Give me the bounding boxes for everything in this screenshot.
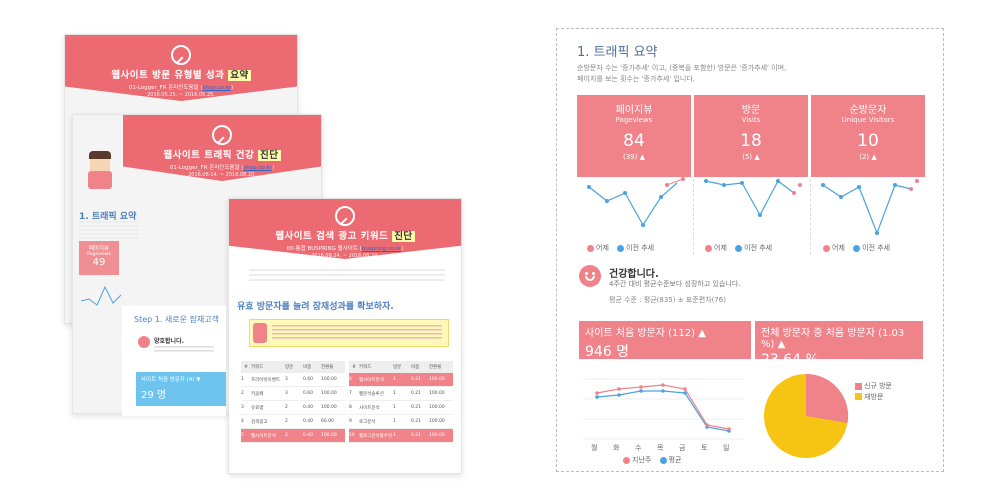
card-dates: 2016.05.25. ~ 2016.05.25.	[147, 92, 215, 98]
smile-icon	[138, 336, 150, 348]
mascot-icon	[253, 323, 267, 343]
card-title: 웹사이트 검색 광고 키워드 진단	[275, 231, 415, 242]
table-row: 3 유료앱 2 0.40 100.00	[241, 401, 345, 415]
table-row: 10 웹로그분석툴추천 1 0.21 100.00	[349, 429, 453, 443]
trend-chart-visits	[704, 179, 802, 217]
intro-text	[249, 269, 445, 283]
column-divider	[693, 179, 694, 255]
table-row: 7 웹분석솔루션 1 0.21 100.00	[349, 387, 453, 401]
table-row: 4 검색광고 2 0.40 66.00	[241, 415, 345, 429]
card-title: 웹사이트 트래픽 건강 진단	[163, 150, 281, 161]
card-subtitle: 01-Logger_FR 온라인도움말 (shop.co.kr)	[169, 165, 275, 171]
card-title: 웹사이트 방문 유형별 성과 요약	[111, 70, 251, 81]
table-row: 2 키움페 3 0.60 100.00	[241, 387, 345, 401]
new-vs-returning-pie	[764, 373, 849, 458]
status-ok: 양호합니다.	[154, 338, 184, 345]
panel-title: 1. 트래픽 요약	[577, 45, 658, 60]
logo-icon	[335, 206, 355, 226]
pie-legend: 신규 방문 재방문	[855, 381, 892, 402]
table-row: 1 프라이빗이벤트 3 0.60 100.00	[241, 373, 345, 387]
keyword-table-left: # 키워드 방문 비중 전환율 1 프라이빗이벤트 3 0.60 100.00 2 키움페 3…	[241, 361, 345, 443]
mini-line-chart	[80, 285, 122, 306]
column-divider	[810, 179, 811, 255]
table-row: 6 웹사이트분석 1 0.21 100.00	[349, 373, 453, 387]
logo-icon	[212, 125, 232, 145]
trend-chart-pageviews	[587, 177, 685, 227]
health-range: 평균 수준 : 평균(835) ± 표준편차(76)	[609, 296, 726, 304]
keyword-table-right: # 키워드 방문 비중 전환율 6 웹사이트분석 1 0.21 100.00 7 웹분석솔루…	[349, 361, 453, 443]
report-card-keywords[interactable]: 웹사이트 검색 광고 키워드 진단 00-통합 BUSPRING 웹사이트 (b…	[228, 198, 462, 474]
line-legend: 지난주 평균	[623, 455, 681, 465]
chart-legend: 어제 이전 추세	[823, 243, 890, 253]
first-visitor-box: 사이트 처음 방문자 (4) ▼ 29 명	[136, 372, 226, 406]
logo-icon	[171, 45, 191, 65]
section-title: 1. 트래픽 요약	[79, 212, 137, 222]
first-visitor-ratio-box[interactable]: 전체 방문자 중 처음 방문자 (1.03 %) ▲ 23.64 %	[755, 321, 923, 368]
card-dates: 2016.08.14. ~ 2016.08.20.	[188, 172, 256, 178]
first-visitor-box[interactable]: 사이트 처음 방문자 (112) ▲ 946 명	[579, 321, 751, 360]
metric-pageviews: 페이지뷰 Pageviews 49	[79, 241, 119, 275]
table-row: 5 웹사이트분석 2 0.40 100.00	[241, 429, 345, 443]
weekly-visitors-chart	[583, 378, 743, 440]
card-subtitle: 00-통합 BUSPRING 웹사이트 (buspring.co.kr)	[286, 246, 404, 252]
chart-legend: 어제 이전 추세	[705, 243, 772, 253]
metric-unique-visitors[interactable]: 순방문자 Unique Visitors 10 (2) ▲	[811, 95, 925, 177]
table-row: 8 사이트분석 1 0.21 100.00	[349, 401, 453, 415]
section-text	[79, 221, 139, 239]
card-subtitle: 01-Logger_FR 온라인도움말 (shop.co.kr)	[128, 85, 234, 91]
chart-legend: 어제 이전 추세	[587, 243, 654, 253]
health-subtitle: 4주간 대비 평균수준보다 성장하고 있습니다.	[609, 280, 741, 288]
card-header: 웹사이트 검색 광고 키워드 진단 00-통합 BUSPRING 웹사이트 (b…	[229, 199, 461, 259]
table-row: 9 로그분석 1 0.21 100.00	[349, 415, 453, 429]
card-dates: 2016.08.24. ~ 2016.08.24.	[311, 253, 379, 259]
section-heading: 유효 방문자를 늘려 잠재성과를 확보하자.	[237, 302, 394, 312]
panel-summary: 순방문자 수는 '증가추세' 이고, (중복을 포함한) 방문은 '증가추세' …	[577, 64, 787, 83]
step-title: Step 1. 새로운 잠재고객	[134, 315, 219, 324]
traffic-summary-panel: 1. 트래픽 요약 순방문자 수는 '증가추세' 이고, (중복을 포함한) 방…	[556, 28, 944, 472]
mascot-illustration	[85, 151, 115, 195]
step-section: Step 1. 새로운 잠재고객 양호합니다. 사이트 처음 방문자 (4) ▼…	[122, 306, 226, 416]
card-header: 웹사이트 방문 유형별 성과 요약 01-Logger_FR 온라인도움말 (s…	[65, 35, 297, 101]
yellow-note	[249, 319, 449, 347]
health-title: 건강합니다.	[609, 269, 659, 280]
smile-icon	[579, 265, 601, 287]
metric-pageviews[interactable]: 페이지뷰 Pageviews 84 (39) ▲	[577, 95, 691, 177]
metric-visits[interactable]: 방문 Visits 18 (5) ▲	[694, 95, 808, 177]
card-header: 웹사이트 트래픽 건강 진단 01-Logger_FR 온라인도움말 (shop…	[123, 115, 321, 181]
trend-chart-unique	[821, 179, 919, 235]
